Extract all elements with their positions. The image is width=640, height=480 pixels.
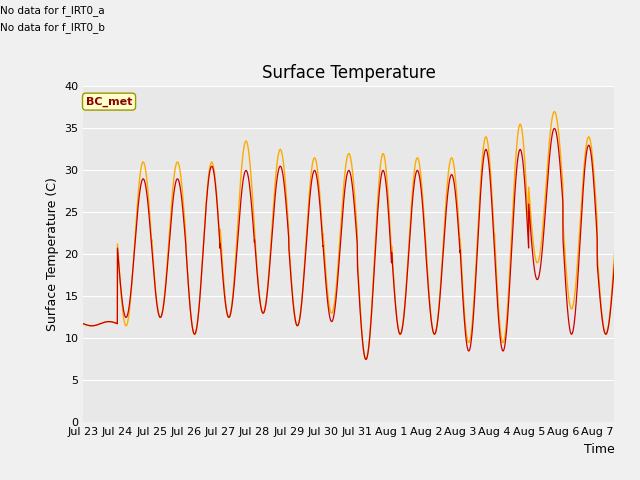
Text: BC_met: BC_met (86, 96, 132, 107)
X-axis label: Time: Time (584, 443, 614, 456)
Text: No data for f_IRT0_b: No data for f_IRT0_b (0, 22, 105, 33)
Text: No data for f_IRT0_a: No data for f_IRT0_a (0, 5, 104, 16)
Title: Surface Temperature: Surface Temperature (262, 64, 436, 82)
Y-axis label: Surface Temperature (C): Surface Temperature (C) (45, 178, 59, 331)
